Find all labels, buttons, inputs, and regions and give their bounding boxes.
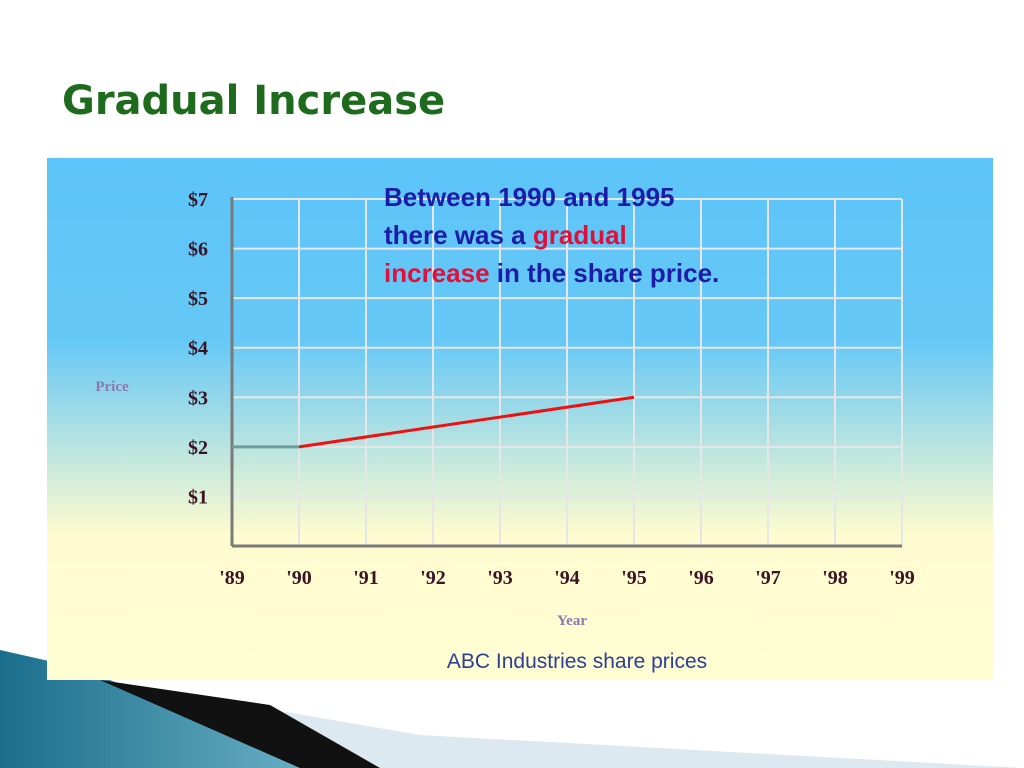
x-tick-label: '99 [889,567,915,589]
annotation: Between 1990 and 1995 there was a gradual… [384,182,719,288]
x-axis-label: Year [557,613,587,629]
annotation-text: increase [384,258,490,288]
x-tick-label: '90 [286,567,312,589]
x-tick-label: '98 [822,567,848,589]
annotation-text: in the share price. [490,258,720,288]
decor [100,680,380,768]
y-axis-label: Price [95,379,129,395]
x-tick-label: '95 [621,567,647,589]
y-tick-label: $7 [188,189,208,211]
x-tick-label: '89 [219,567,245,589]
annotation-text: there was a [384,220,533,250]
x-tick-label: '97 [755,567,781,589]
chart-title: ABC Industries share prices [447,650,707,673]
annotation-text: gradual [533,220,627,250]
x-tick-label: '94 [554,567,580,589]
y-tick-label: $2 [188,437,208,459]
y-tick-label: $3 [188,387,208,409]
y-tick-label: $4 [188,338,208,360]
annotation-text: Between 1990 and 1995 [384,182,675,212]
x-tick-label: '96 [688,567,714,589]
x-tick-label: '91 [353,567,379,589]
y-tick-label: $1 [188,486,208,508]
line-series [298,395,635,449]
plot: $1 $2 $3 $4 $5 $6 $7 '89 '90 '91 '92 '93 '94 '95 '96 '9… [188,182,915,589]
y-tick-label: $5 [188,288,208,310]
x-tick-label: '93 [487,567,513,589]
y-tick-label: $6 [188,239,208,261]
x-tick-label: '92 [420,567,446,589]
slide-title: Gradual Increase [62,78,445,124]
